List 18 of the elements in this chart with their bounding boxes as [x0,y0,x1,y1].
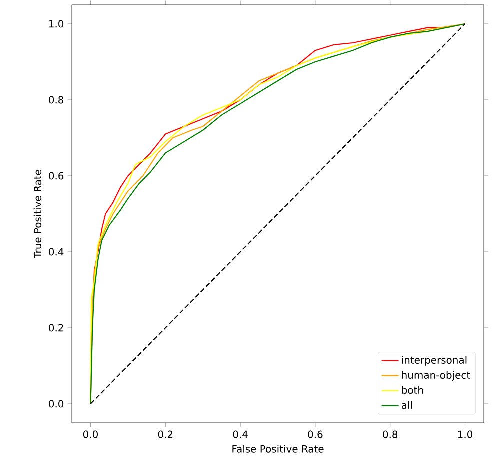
y-axis-title: True Positive Rate [34,170,42,258]
x-tick-label: 0.4 [233,430,248,438]
x-tick-label: 0.2 [158,430,173,438]
x-axis-title: False Positive Rate [232,445,324,453]
x-tick-label: 0.8 [383,430,398,438]
y-tick-label: 0.2 [49,324,64,332]
x-tick-label: 1.0 [458,430,473,438]
y-tick-label: 0.6 [49,172,64,180]
y-tick-label: 0.4 [49,248,64,256]
x-tick-label: 0.0 [83,430,98,438]
y-tick-label: 0.8 [49,96,64,104]
y-tick-label: 0.0 [49,400,64,408]
legend-label: both [402,386,424,394]
legend-label: all [402,401,412,410]
x-tick-label: 0.6 [308,430,323,438]
legend-label: human-object [402,371,470,381]
legend-label: interpersonal [402,356,467,366]
y-tick-label: 1.0 [49,20,64,28]
